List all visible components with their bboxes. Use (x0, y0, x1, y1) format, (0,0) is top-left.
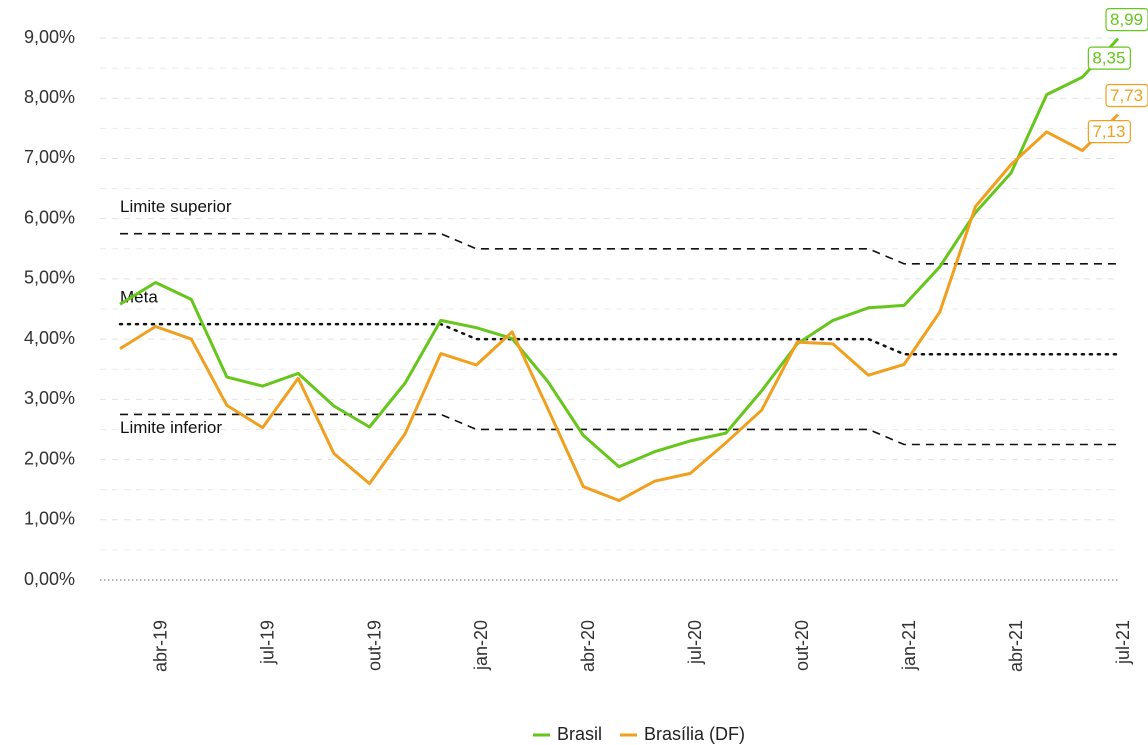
y-tick-label: 2,00% (24, 448, 75, 468)
legend-label: Brasília (DF) (644, 724, 745, 744)
value-label-text: 8,99 (1110, 10, 1143, 29)
y-tick-label: 5,00% (24, 268, 75, 288)
y-tick-label: 6,00% (24, 207, 75, 227)
x-tick-label: jan-21 (899, 620, 919, 671)
data-line (119, 37, 1120, 469)
y-tick-label: 9,00% (24, 27, 75, 47)
value-label-box (1087, 46, 1131, 70)
value-label-text: 8,35 (1092, 49, 1125, 68)
legend-item: Brasil (533, 724, 602, 744)
value-label-box (1105, 83, 1148, 108)
y-tick-label: 1,00% (24, 509, 75, 529)
y-tick-label: 7,00% (24, 147, 75, 167)
reference-label: Meta (120, 288, 158, 307)
x-tick-label: out-19 (364, 620, 384, 671)
value-label: 8,35 (1087, 46, 1131, 70)
x-tick-label: abr-20 (578, 620, 598, 672)
data-line (119, 113, 1120, 502)
value-label: 7,13 (1087, 120, 1131, 144)
x-tick-label: jul-21 (1113, 620, 1133, 665)
reference-label: Limite inferior (120, 418, 222, 437)
x-tick-label: jul-20 (685, 620, 705, 665)
y-tick-label: 3,00% (24, 388, 75, 408)
x-tick-label: out-20 (792, 620, 812, 671)
value-label-box (1087, 120, 1131, 144)
x-tick-label: abr-19 (150, 620, 170, 672)
x-tick-label: abr-21 (1006, 620, 1026, 672)
x-tick-label: jul-19 (257, 620, 277, 665)
y-tick-label: 0,00% (24, 569, 75, 589)
reference-label: Limite superior (120, 197, 232, 216)
value-label-box (1105, 8, 1148, 32)
legend-item: Brasília (DF) (620, 724, 745, 744)
x-tick-label: jan-20 (471, 620, 491, 671)
y-tick-label: 4,00% (24, 328, 75, 348)
value-label: 8,99 (1105, 8, 1148, 32)
value-label: 7,73 (1105, 83, 1148, 108)
value-label-text: 7,13 (1092, 122, 1125, 141)
value-label-text: 7,73 (1110, 86, 1143, 105)
y-tick-label: 8,00% (24, 87, 75, 107)
legend-label: Brasil (557, 724, 602, 744)
